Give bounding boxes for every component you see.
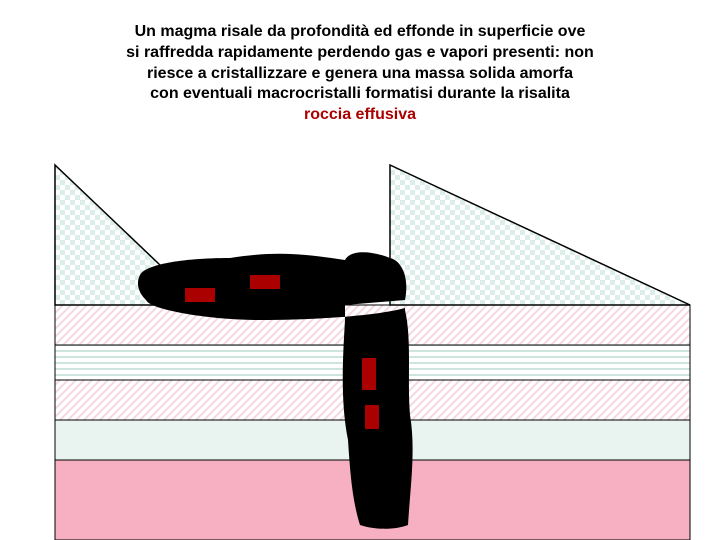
hill-right xyxy=(390,165,690,305)
crystal-4 xyxy=(365,405,379,429)
crystal-1 xyxy=(185,288,215,302)
crystal-2 xyxy=(250,275,280,289)
crystal-3 xyxy=(362,358,376,390)
geology-diagram xyxy=(0,0,720,540)
